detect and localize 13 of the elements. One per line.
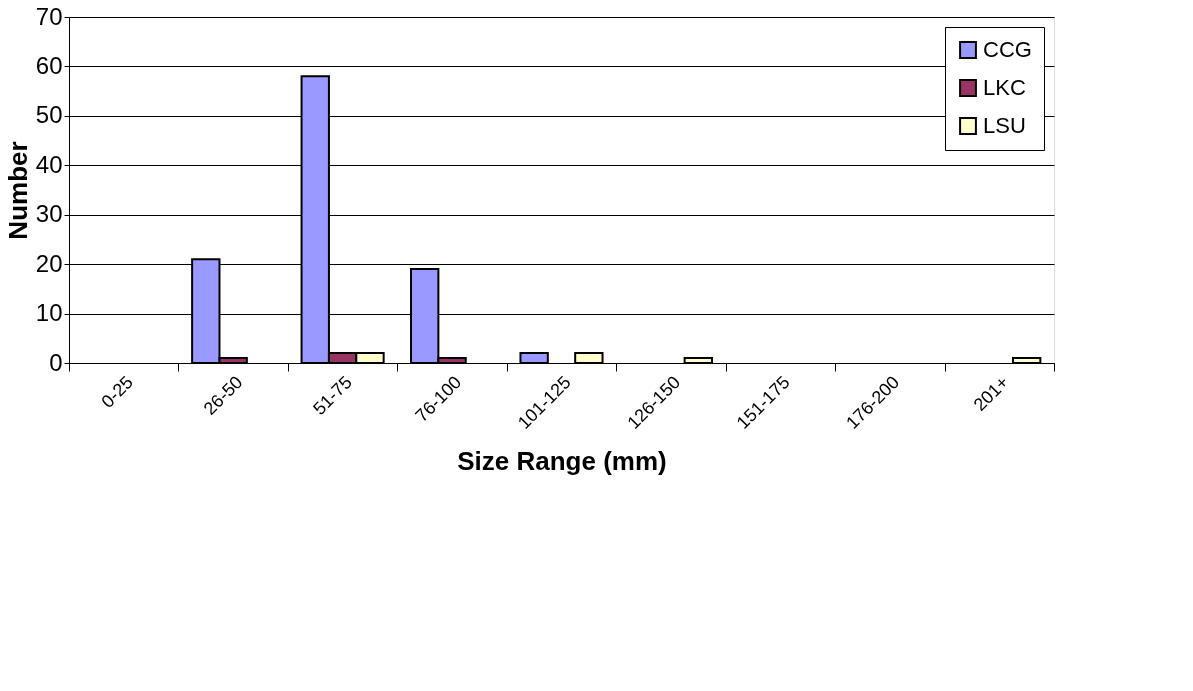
y-axis-title: Number — [2, 141, 33, 240]
y-tick-label: 50 — [35, 101, 63, 129]
y-tick-label: 0 — [49, 348, 63, 376]
y-tick-label: 70 — [35, 2, 63, 30]
y-tick-label: 10 — [35, 299, 63, 327]
legend-label: LKC — [983, 75, 1026, 100]
x-axis-title: Size Range (mm) — [457, 445, 667, 476]
y-tick-label: 20 — [35, 249, 63, 277]
legend-label: CCG — [983, 37, 1032, 62]
y-tick-label: 30 — [35, 200, 63, 228]
y-tick-label: 40 — [35, 150, 63, 178]
y-tick-label: 60 — [35, 51, 63, 79]
legend-label: LSU — [983, 113, 1026, 138]
